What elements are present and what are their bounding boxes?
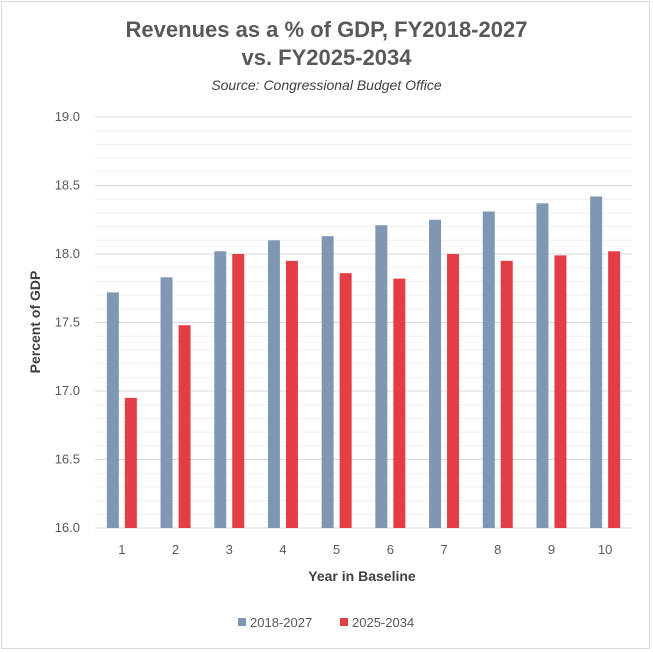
y-tick-label: 19.0 [55, 109, 80, 124]
y-tick-label: 17.5 [55, 315, 80, 330]
x-tick-label: 8 [494, 542, 501, 557]
x-tick-label: 10 [598, 542, 612, 557]
legend-label: 2018-2027 [250, 615, 312, 630]
y-tick-label: 17.0 [55, 383, 80, 398]
bar-2018-2027-5 [321, 236, 334, 528]
y-tick-label: 16.0 [55, 520, 80, 535]
chart-title-line1: Revenues as a % of GDP, FY2018-2027 [125, 17, 528, 42]
bar-2018-2027-6 [375, 225, 388, 529]
x-tick-label: 9 [548, 542, 555, 557]
x-tick-label: 3 [226, 542, 233, 557]
x-tick-label: 6 [387, 542, 394, 557]
bar-2025-2034-6 [393, 278, 406, 528]
x-axis-label: Year in Baseline [308, 568, 416, 584]
x-tick-label: 2 [172, 542, 179, 557]
chart-subtitle: Source: Congressional Budget Office [211, 77, 442, 93]
bar-2025-2034-10 [608, 251, 621, 528]
x-tick-label: 4 [279, 542, 286, 557]
x-tick-label: 5 [333, 542, 340, 557]
bar-2025-2034-1 [124, 397, 137, 528]
x-tick-label: 7 [440, 542, 447, 557]
bar-2018-2027-7 [429, 219, 442, 528]
bar-2025-2034-7 [447, 254, 460, 528]
bar-2025-2034-9 [554, 255, 567, 528]
legend-swatch [340, 618, 348, 626]
legend-label: 2025-2034 [352, 615, 414, 630]
bar-2025-2034-2 [178, 325, 191, 528]
bar-2018-2027-1 [106, 292, 119, 528]
y-tick-label: 16.5 [55, 452, 80, 467]
y-axis-label: Percent of GDP [27, 271, 43, 374]
legend-swatch [238, 618, 246, 626]
y-tick-label: 18.5 [55, 178, 80, 193]
bar-2018-2027-8 [482, 211, 495, 528]
chart-title-line2: vs. FY2025-2034 [241, 45, 412, 70]
bar-2025-2034-8 [500, 260, 513, 528]
bar-2018-2027-2 [160, 277, 173, 528]
bar-2018-2027-4 [267, 240, 280, 529]
bar-2025-2034-5 [339, 273, 352, 528]
x-tick-label: 1 [118, 542, 125, 557]
bar-2018-2027-10 [590, 196, 603, 528]
bar-2025-2034-4 [285, 260, 298, 528]
bar-2025-2034-3 [232, 254, 245, 528]
y-tick-label: 18.0 [55, 246, 80, 261]
bar-2018-2027-9 [536, 203, 549, 528]
bar-2018-2027-3 [214, 251, 227, 528]
